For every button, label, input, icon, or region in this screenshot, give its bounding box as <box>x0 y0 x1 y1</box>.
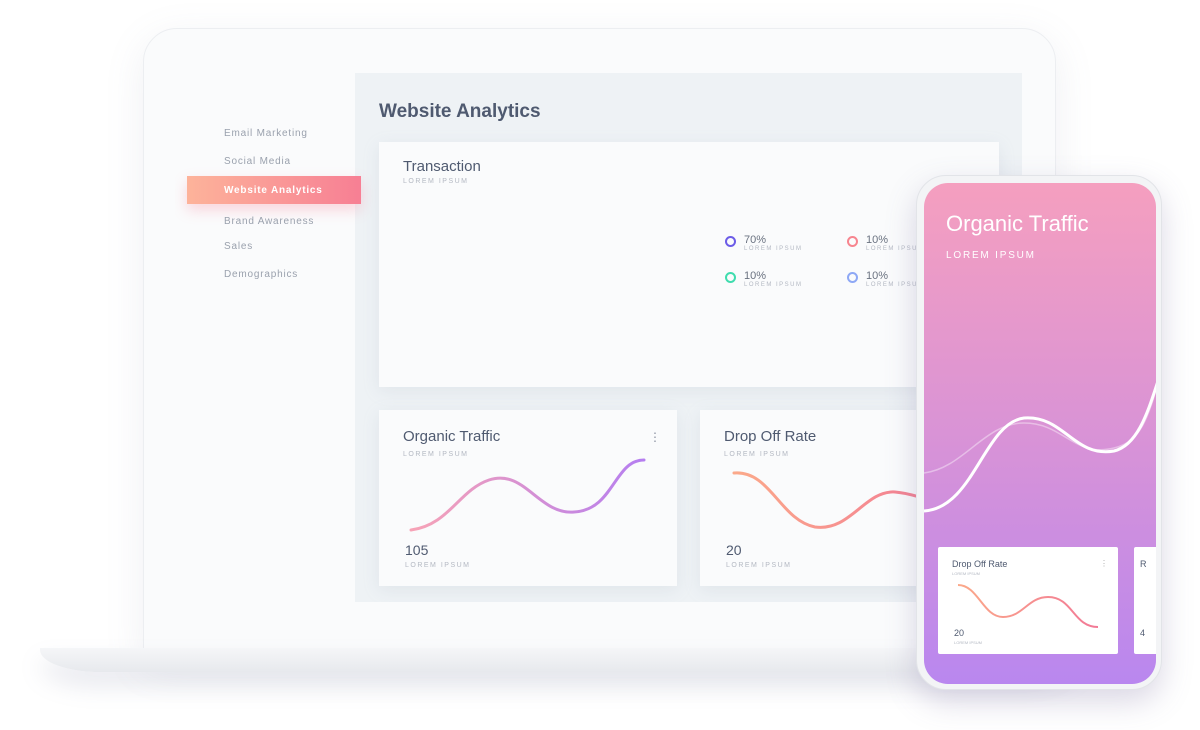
phone-title: Organic Traffic <box>946 211 1089 236</box>
organic-traffic-card: Organic Traffic LOREM IPSUM ⋮ 105 LOREM … <box>379 410 677 586</box>
legend-ring-icon <box>725 272 736 283</box>
legend-item: 70% LOREM IPSUM <box>725 234 803 252</box>
sidebar-item-sales[interactable]: Sales <box>224 241 254 252</box>
legend-label: LOREM IPSUM <box>744 282 803 288</box>
legend-ring-icon <box>847 236 858 247</box>
phone-frame: Organic Traffic LOREM IPSUM Drop Off Rat… <box>916 175 1162 690</box>
sidebar-item-social-media[interactable]: Social Media <box>224 156 291 167</box>
card-title: Drop Off Rate <box>952 559 1008 569</box>
metric-label: LOREM IPSUM <box>954 640 983 645</box>
page-title: Website Analytics <box>379 101 541 122</box>
legend-label: LOREM IPSUM <box>866 246 925 252</box>
card-title: Transaction <box>403 158 481 175</box>
more-options-icon[interactable]: ⋮ <box>1100 559 1108 568</box>
legend-value: 70% <box>744 234 767 246</box>
drop-off-line <box>957 584 1099 628</box>
sidebar-item-email-marketing[interactable]: Email Marketing <box>224 128 308 139</box>
card-subtitle: LOREM IPSUM <box>724 451 790 458</box>
donut-slice-green <box>486 307 542 389</box>
metric-label: LOREM IPSUM <box>726 562 792 569</box>
legend-value: 10% <box>866 270 889 282</box>
donut-slice-blue <box>496 266 568 333</box>
metric-value: 20 <box>726 542 742 558</box>
legend-item: 10% LOREM IPSUM <box>725 270 803 288</box>
legend-value: 10% <box>866 234 889 246</box>
card-title: Drop Off Rate <box>724 428 817 445</box>
phone-drop-off-card: Drop Off Rate LOREM IPSUM ⋮ 20 LOREM IPS… <box>938 547 1118 654</box>
organic-traffic-line <box>409 458 646 532</box>
card-subtitle: LOREM IPSUM <box>952 571 981 576</box>
metric-value: 20 <box>954 628 965 638</box>
phone-next-card: R 4 <box>1134 547 1156 654</box>
card-title: Organic Traffic <box>403 428 501 445</box>
sidebar-item-brand-awareness[interactable]: Brand Awareness <box>224 216 315 227</box>
more-options-icon[interactable]: ⋮ <box>649 430 661 444</box>
card-subtitle: LOREM IPSUM <box>403 451 469 458</box>
card-subtitle: LOREM IPSUM <box>403 178 469 185</box>
donut-slice-purple <box>568 266 650 430</box>
metric-value: 105 <box>405 542 429 558</box>
sidebar: Email Marketing Social Media Website Ana… <box>175 73 361 602</box>
legend-ring-icon <box>725 236 736 247</box>
metric-value: 4 <box>1140 628 1146 638</box>
phone-traffic-line <box>924 382 1156 513</box>
sidebar-item-website-analytics[interactable]: Website Analytics <box>187 176 361 204</box>
laptop-base <box>40 648 1080 672</box>
legend-item: 10% LOREM IPSUM <box>847 234 925 252</box>
legend-item: 10% LOREM IPSUM <box>847 270 925 288</box>
phone-subtitle: LOREM IPSUM <box>946 250 1036 261</box>
card-title: R <box>1140 559 1147 569</box>
legend-value: 10% <box>744 270 767 282</box>
phone-screen: Organic Traffic LOREM IPSUM Drop Off Rat… <box>924 183 1156 684</box>
transaction-card: Transaction LOREM IPSUM 70% LOREM IPSUM 1… <box>379 142 999 440</box>
legend-label: LOREM IPSUM <box>866 282 925 288</box>
legend-ring-icon <box>847 272 858 283</box>
sidebar-item-demographics[interactable]: Demographics <box>224 269 299 280</box>
metric-label: LOREM IPSUM <box>405 562 471 569</box>
laptop-screen: Email Marketing Social Media Website Ana… <box>175 73 1022 602</box>
legend-label: LOREM IPSUM <box>744 246 803 252</box>
